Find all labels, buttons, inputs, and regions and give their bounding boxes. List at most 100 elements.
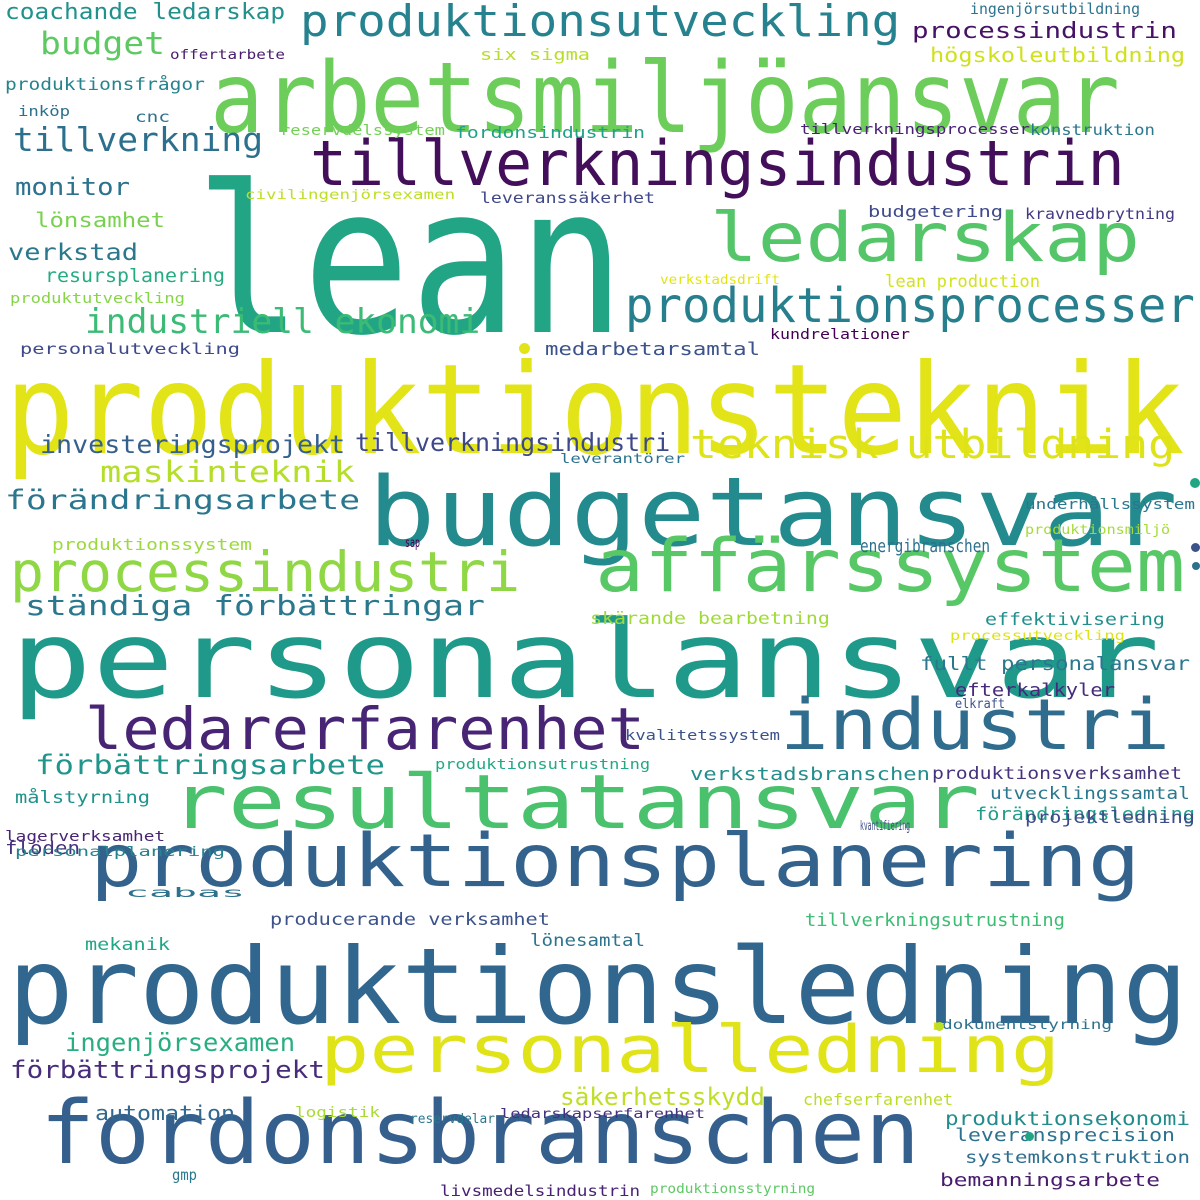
word-26: tillverkningsindustri xyxy=(355,428,671,457)
word-8: produktionsplanering xyxy=(90,819,1141,904)
word-84: elkraft xyxy=(955,697,1006,712)
word-78: kundrelationer xyxy=(770,327,910,343)
word-24: tillverkning xyxy=(13,120,264,159)
dot-5 xyxy=(1025,1132,1034,1141)
word-43: bemanningsarbete xyxy=(940,1170,1161,1191)
word-33: högskoleutbildning xyxy=(930,43,1186,67)
word-64: leveranssäkerhet xyxy=(480,189,655,207)
word-46: fullt personalansvar xyxy=(920,653,1190,675)
word-36: lönsamhet xyxy=(35,208,166,232)
word-37: resursplanering xyxy=(45,265,226,287)
word-93: reservdelar xyxy=(410,1112,495,1127)
word-35: verkstad xyxy=(8,240,139,266)
word-96: gmp xyxy=(172,1166,198,1184)
word-29: säkerhetsskydd xyxy=(560,1083,765,1111)
word-9: affärssystem xyxy=(595,524,1186,609)
word-72: produktionssystem xyxy=(52,535,252,554)
word-10: tillverkningsindustrin xyxy=(310,127,1125,200)
word-68: inköp xyxy=(18,104,71,120)
word-83: kvalitetssystem xyxy=(625,728,781,744)
word-70: tillverkningsprocesser xyxy=(800,122,1030,138)
word-48: effektivisering xyxy=(985,610,1165,630)
word-45: produktionsverksamhet xyxy=(932,764,1182,784)
word-55: producerande verksamhet xyxy=(270,910,550,930)
word-15: processindustri xyxy=(10,540,521,604)
word-71: konstruktion xyxy=(1030,121,1155,139)
dot-1 xyxy=(1190,478,1200,488)
word-77: verkstadsdrift xyxy=(660,273,780,288)
word-90: cabas xyxy=(125,886,246,901)
word-92: logistik xyxy=(295,1105,381,1121)
word-57: mekanik xyxy=(85,935,170,955)
word-20: ständiga förbättringar xyxy=(25,589,485,622)
word-42: systemkonstruktion xyxy=(965,1148,1190,1168)
word-19: industriell ekonomi xyxy=(85,302,481,342)
dot-3 xyxy=(1192,562,1200,570)
word-38: medarbetarsamtal xyxy=(545,339,761,360)
word-53: projektledning xyxy=(1025,808,1195,828)
word-6: fordonsbranschen xyxy=(40,1082,920,1184)
word-49: energibranschen xyxy=(860,536,991,557)
word-50: skärande bearbetning xyxy=(590,609,830,629)
word-3: produktionsledning xyxy=(8,926,1188,1048)
word-52: utvecklingssamtal xyxy=(990,784,1190,804)
word-28: förbättringsprojekt xyxy=(10,1056,325,1084)
word-18: teknisk utbildning xyxy=(690,422,1176,468)
word-12: industri xyxy=(780,684,1171,766)
word-89: kvantifiering xyxy=(860,819,910,834)
word-82: processutveckling xyxy=(950,629,1125,644)
word-86: sap xyxy=(405,536,421,551)
word-73: reservdelssystem xyxy=(280,123,445,139)
word-61: budgetering xyxy=(868,202,1004,221)
word-74: civilingenjörsexamen xyxy=(245,188,456,203)
word-30: budget xyxy=(40,26,165,62)
word-23: förbättringsarbete xyxy=(35,750,385,781)
word-76: personalutveckling xyxy=(20,340,240,358)
word-40: produktionsekonomi xyxy=(945,1108,1191,1130)
word-56: lönesamtal xyxy=(530,931,646,951)
word-59: flöden xyxy=(5,838,80,859)
word-63: lean production xyxy=(885,272,1041,292)
dot-4 xyxy=(935,1022,944,1031)
word-17: produktionsutveckling xyxy=(300,0,901,47)
word-85: produktionsutrustning xyxy=(435,757,651,773)
word-67: cnc xyxy=(135,108,171,126)
word-31: coachande ledarskap xyxy=(5,0,286,25)
word-79: leverantörer xyxy=(560,452,686,467)
word-54: tillverkningsutrustning xyxy=(805,910,1065,931)
word-91: dokumentstyrning xyxy=(942,1018,1113,1033)
word-2: personalansvar xyxy=(10,599,1160,723)
word-21: förändringsarbete xyxy=(5,485,361,516)
word-87: lagerverksamhet xyxy=(5,829,166,845)
word-80: underhållssystem xyxy=(1025,497,1196,513)
word-69: ingenjörsutbildning xyxy=(970,0,1141,18)
word-94: ledarskapserfarenhet xyxy=(500,1107,706,1122)
word-39: automation xyxy=(95,1101,236,1125)
word-75: produktutveckling xyxy=(10,291,185,307)
word-97: livsmedelsindustrin xyxy=(440,1182,641,1200)
word-41: leveransprecision xyxy=(955,1125,1175,1146)
word-32: processindustrin xyxy=(912,19,1177,44)
dot-2 xyxy=(1191,543,1200,552)
word-98: produktionsstyrning xyxy=(650,1182,816,1197)
word-88: personalplanering xyxy=(15,845,225,860)
word-0: lean xyxy=(195,143,626,381)
word-5: budgetansvar xyxy=(368,458,1178,568)
word-34: monitor xyxy=(15,173,131,201)
word-4: arbetsmiljöansvar xyxy=(210,42,1120,156)
word-66: produktionsfrågor xyxy=(5,75,205,95)
word-14: ledarerfarenhet xyxy=(85,695,645,763)
word-13: ledarskap xyxy=(710,199,1141,278)
word-27: ingenjörsexamen xyxy=(65,1028,296,1057)
word-1: produktionsteknik xyxy=(5,338,1185,483)
word-81: produktionsmiljö xyxy=(1025,523,1171,538)
word-22: maskinteknik xyxy=(100,455,355,489)
word-51: förändringsledning xyxy=(975,804,1196,825)
word-58: målstyrning xyxy=(15,788,150,808)
word-65: fordonsindustrin xyxy=(455,123,646,142)
word-62: kravnedbrytning xyxy=(1025,205,1175,223)
word-95: chefserfarenhet xyxy=(803,1090,953,1109)
word-60: six sigma xyxy=(480,45,591,64)
word-99: offertarbete xyxy=(170,48,285,63)
